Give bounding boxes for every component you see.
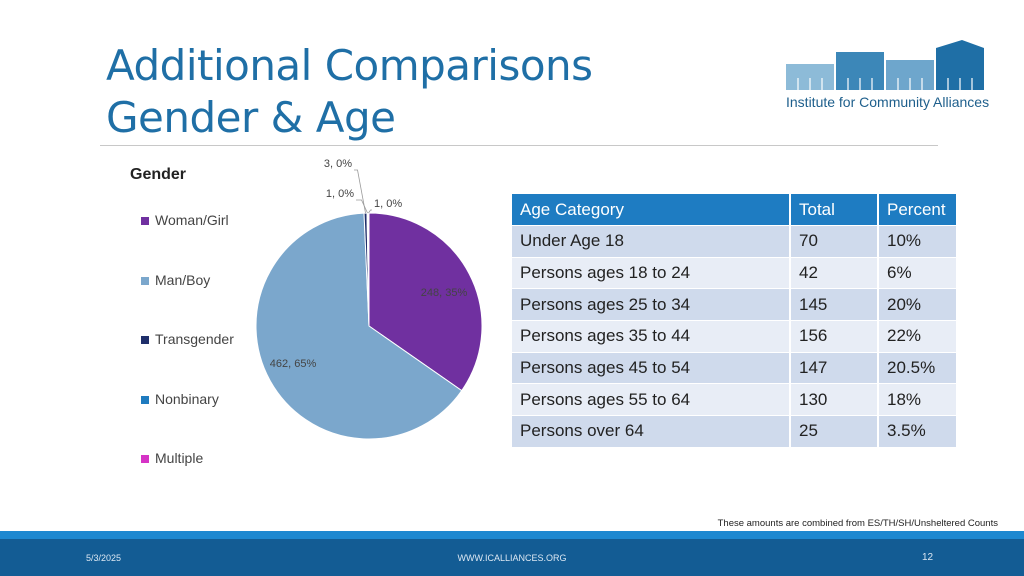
age-category-cell: Persons ages 55 to 64: [512, 383, 791, 416]
percent-cell: 10%: [878, 225, 956, 258]
age-category-cell: Persons ages 45 to 54: [512, 351, 791, 384]
legend-item-multiple: Multiple: [141, 450, 234, 510]
age-category-cell: Under Age 18: [512, 225, 791, 258]
pie-leader-line: [368, 209, 372, 214]
slide-title: Additional Comparisons Gender & Age: [106, 40, 593, 144]
total-cell: 145: [790, 288, 879, 321]
pie-slice-woman-girl: [368, 212, 483, 392]
table-row: Persons ages 18 to 24 42 6%: [512, 256, 956, 289]
pie-slice-man-boy: [255, 212, 463, 440]
legend-swatch: [141, 276, 149, 285]
footer-date: 5/3/2025: [86, 553, 122, 563]
percent-cell: 3.5%: [878, 415, 956, 447]
age-category-cell: Persons ages 18 to 24: [512, 256, 791, 289]
table-row: Persons ages 35 to 44 156 22%: [512, 320, 956, 353]
legend-swatch: [141, 395, 149, 404]
pie-data-label: 3, 0%: [324, 158, 352, 170]
age-category-cell: Persons ages 25 to 34: [512, 288, 791, 321]
legend-label: Nonbinary: [155, 390, 219, 407]
legend-label: Woman/Girl: [155, 212, 229, 228]
pie-leader-line: [356, 199, 368, 214]
legend-label: Multiple: [155, 450, 204, 467]
pie-data-label: 248, 35%: [421, 287, 468, 299]
title-divider: [100, 145, 938, 146]
legend-label: Man/Boy: [155, 271, 211, 288]
legend-swatch: [141, 217, 149, 225]
pie-leader-line: [354, 169, 366, 214]
gender-chart-title: Gender: [130, 166, 187, 183]
pie-data-label: 462, 65%: [270, 358, 317, 370]
footer-bar: 5/3/2025 WWW.ICALLIANCES.ORG 12: [0, 539, 1024, 576]
pie-data-label: 1, 0%: [374, 198, 402, 210]
gender-legend: Woman/Girl Man/Boy Transgender Nonbinary…: [141, 212, 234, 510]
legend-swatch: [141, 455, 149, 464]
percent-cell: 20.5%: [878, 351, 956, 384]
slide-title-line-1: Additional Comparisons: [106, 41, 593, 90]
total-cell: 130: [790, 383, 879, 416]
page-number: 12: [922, 552, 934, 563]
pie-data-label: 1, 0%: [326, 188, 354, 200]
percent-cell: 6%: [878, 256, 956, 289]
percent-cell: 20%: [878, 288, 956, 321]
legend-item-man-boy: Man/Boy: [141, 272, 234, 332]
footer-website: WWW.ICALLIANCES.ORG: [457, 553, 567, 563]
total-cell: 25: [790, 415, 879, 447]
column-header-percent: Percent: [878, 194, 956, 226]
total-cell: 42: [790, 256, 879, 289]
legend-item-woman-girl: Woman/Girl: [141, 212, 234, 272]
legend-label: Transgender: [155, 331, 234, 348]
age-category-cell: Persons ages 35 to 44: [512, 320, 791, 353]
column-header-total: Total: [790, 194, 879, 226]
total-cell: 70: [790, 225, 879, 258]
table-row: Persons ages 55 to 64 130 18%: [512, 383, 956, 416]
percent-cell: 18%: [878, 383, 956, 416]
legend-item-nonbinary: Nonbinary: [141, 391, 234, 451]
logo-text: Institute for Community Alliances: [786, 94, 990, 110]
percent-cell: 22%: [878, 320, 956, 353]
age-category-cell: Persons over 64: [512, 415, 791, 447]
total-cell: 147: [790, 351, 879, 384]
age-category-table: Age Category Total Percent Under Age 18 7…: [512, 194, 956, 447]
total-cell: 156: [790, 320, 879, 353]
footnote: These amounts are combined from ES/TH/SH…: [717, 518, 998, 529]
slide-title-line-2: Gender & Age: [106, 93, 396, 142]
legend-swatch: [141, 336, 149, 345]
table-row: Persons ages 25 to 34 145 20%: [512, 288, 956, 321]
table-row: Persons ages 45 to 54 147 20.5%: [512, 351, 956, 384]
table-row: Persons over 64 25 3.5%: [512, 415, 956, 447]
table-header-row: Age Category Total Percent: [512, 194, 956, 226]
column-header-age-category: Age Category: [512, 194, 791, 226]
table-row: Under Age 18 70 10%: [512, 225, 956, 258]
legend-item-transgender: Transgender: [141, 331, 234, 391]
ica-logo: [786, 40, 984, 90]
footer-accent-line: [0, 531, 1024, 539]
